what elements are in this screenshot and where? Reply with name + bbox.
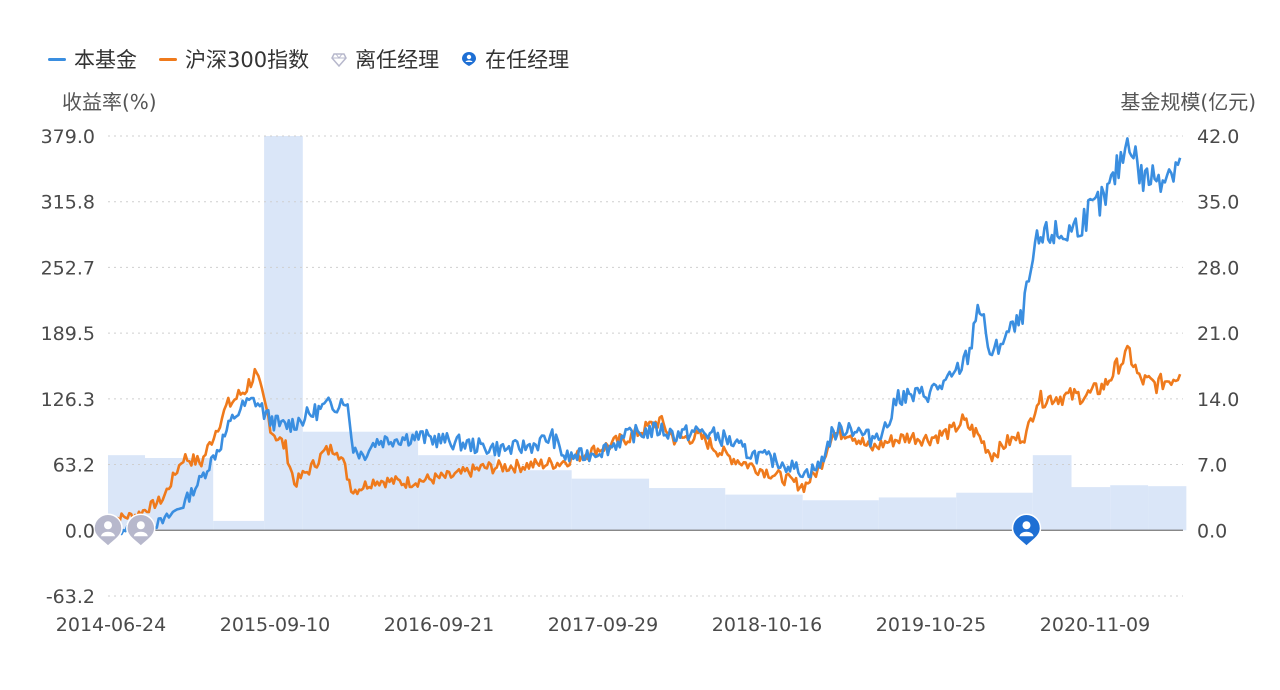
legend-label-current-manager: 在任经理	[485, 48, 570, 72]
scale-bar	[878, 497, 957, 531]
scale-bar	[1110, 485, 1149, 531]
current-manager-icon	[462, 52, 477, 66]
right-tick-label: 0.0	[1197, 520, 1227, 542]
scale-bar	[725, 494, 803, 531]
left-tick-label: -63.2	[46, 586, 95, 608]
scale-bar	[495, 470, 572, 531]
left-axis-title: 收益率(%)	[62, 90, 157, 114]
marker-pin	[1011, 513, 1042, 548]
marker-head	[104, 521, 112, 530]
left-tick-label: 379.0	[41, 126, 95, 148]
left-tick-label: 126.3	[41, 389, 95, 411]
legend-item-fund[interactable]: 本基金	[48, 44, 137, 74]
scale-bar	[1071, 487, 1111, 531]
right-tick-label: 7.0	[1197, 455, 1227, 477]
x-tick-label: 2015-09-10	[220, 614, 330, 636]
series-lines	[107, 137, 1182, 536]
left-tick-label: 189.5	[41, 323, 95, 345]
marker-head	[136, 521, 145, 530]
right-tick-label: 28.0	[1197, 257, 1239, 279]
x-tick-label: 2019-10-25	[876, 614, 986, 636]
legend-item-former-manager[interactable]: 离任经理	[331, 44, 439, 74]
right-tick-label: 42.0	[1197, 126, 1239, 148]
marker-head	[1022, 521, 1031, 530]
scale-bar	[571, 478, 650, 531]
right-tick-label: 14.0	[1197, 389, 1239, 411]
marker-pin	[93, 513, 123, 548]
legend-item-current-manager[interactable]: 在任经理	[461, 44, 569, 74]
left-tick-label: 63.2	[53, 455, 95, 477]
marker-body	[1019, 531, 1034, 537]
legend-label-former-manager: 离任经理	[355, 48, 440, 72]
marker-body	[133, 531, 148, 537]
right-axis-ticks: 42.0 35.0 28.0 21.0 14.0 7.0 0.0	[1197, 126, 1239, 542]
x-tick-label: 2017-09-29	[548, 614, 658, 636]
marker-body	[101, 531, 115, 537]
grid-lines	[108, 135, 1183, 597]
marker-pin	[126, 513, 156, 548]
right-axis-title: 基金规模(亿元)	[1120, 90, 1256, 114]
x-tick-label: 2020-11-09	[1040, 614, 1150, 636]
left-tick-label: 252.7	[41, 257, 95, 279]
scale-bars	[108, 136, 1187, 531]
former-manager-marker[interactable]	[93, 513, 123, 548]
series-line-fund	[107, 137, 1182, 536]
scale-bar	[418, 455, 496, 531]
chart-legend: 本基金 沪深300指数 离任经理 在任经理	[48, 44, 591, 74]
former-manager-marker[interactable]	[126, 513, 156, 548]
x-tick-label: 2016-09-21	[384, 614, 494, 636]
manager-markers	[93, 513, 1042, 548]
scale-bar	[802, 500, 879, 531]
scale-bar	[1148, 486, 1187, 531]
scale-bar	[649, 488, 726, 531]
scale-bar	[1032, 455, 1072, 531]
left-axis-ticks: 379.0 315.8 252.7 189.5 126.3 63.2 0.0 -63.2	[41, 126, 95, 608]
x-tick-label: 2018-10-16	[712, 614, 822, 636]
legend-label-index: 沪深300指数	[185, 48, 310, 72]
right-tick-label: 35.0	[1197, 192, 1239, 214]
left-tick-label: 315.8	[41, 192, 95, 214]
legend-label-fund: 本基金	[74, 48, 137, 72]
x-tick-label: 2014-06-24	[56, 614, 166, 636]
scale-bar	[213, 520, 265, 531]
former-manager-icon	[331, 53, 347, 67]
current-manager-marker[interactable]	[1011, 513, 1042, 548]
x-axis-ticks: 2014-06-24 2015-09-10 2016-09-21 2017-09-29…	[56, 614, 1150, 636]
legend-item-index[interactable]: 沪深300指数	[159, 44, 309, 74]
left-tick-label: 0.0	[65, 520, 95, 542]
legend-line-index	[159, 57, 177, 61]
right-tick-label: 21.0	[1197, 323, 1239, 345]
legend-line-fund	[48, 57, 66, 61]
